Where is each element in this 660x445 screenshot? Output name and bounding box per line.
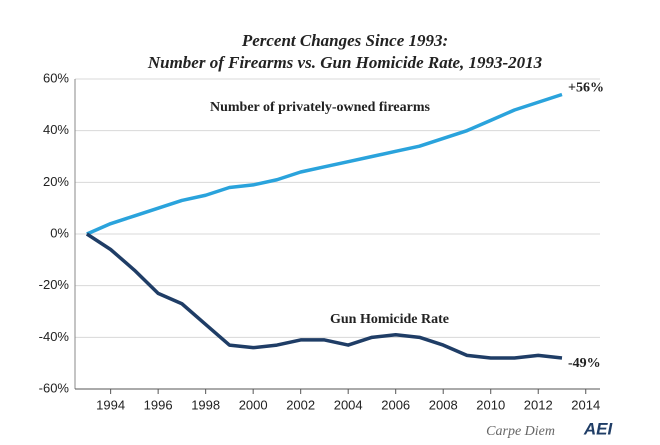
source: Carpe Diem <box>486 424 555 439</box>
x-tick-label: 2004 <box>334 397 363 412</box>
series-line <box>85 232 563 360</box>
series-label: Number of privately-owned firearms <box>210 100 430 115</box>
series-line <box>86 92 563 236</box>
x-tick-label: 2002 <box>286 397 315 412</box>
x-tick-label: 2006 <box>381 397 410 412</box>
y-tick-label: 60% <box>43 70 69 85</box>
x-tick-label: 1998 <box>191 397 220 412</box>
chart-title: Percent Changes Since 1993: <box>241 31 448 50</box>
x-tick-label: 1994 <box>96 397 125 412</box>
x-tick-label: 2008 <box>429 397 458 412</box>
y-tick-label: 40% <box>43 122 69 137</box>
x-tick-label: 1996 <box>144 397 173 412</box>
series-label: Gun Homicide Rate <box>330 312 449 327</box>
y-tick-label: -60% <box>39 380 70 395</box>
logo: AEI <box>583 419 614 438</box>
y-tick-label: -40% <box>39 329 70 344</box>
y-tick-label: 20% <box>43 174 69 189</box>
x-tick-label: 2010 <box>476 397 505 412</box>
chart-title: Number of Firearms vs. Gun Homicide Rate… <box>147 53 543 72</box>
x-tick-label: 2012 <box>524 397 553 412</box>
end-label: -49% <box>568 356 601 371</box>
y-tick-label: 0% <box>50 225 69 240</box>
x-tick-label: 2014 <box>571 397 600 412</box>
end-label: +56% <box>568 81 604 96</box>
x-tick-label: 2000 <box>239 397 268 412</box>
y-tick-label: -20% <box>39 277 70 292</box>
